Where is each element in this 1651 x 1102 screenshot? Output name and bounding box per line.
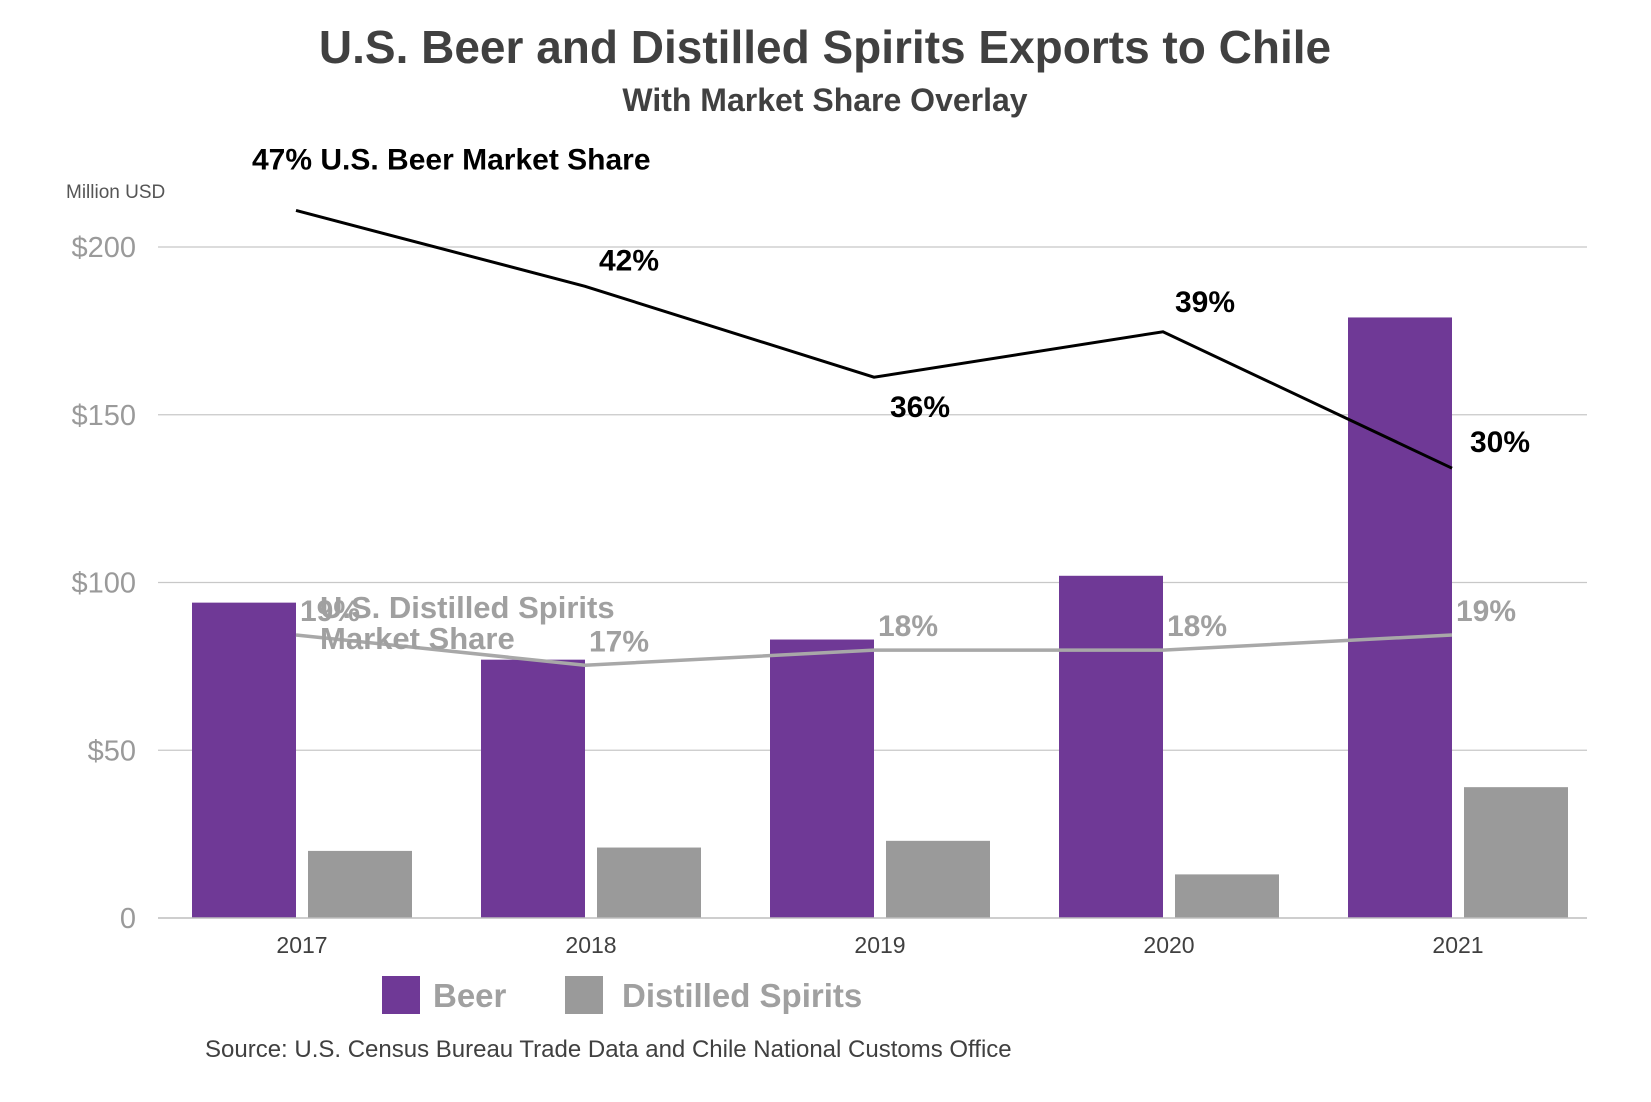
x-tick-label: 2021: [1432, 932, 1483, 958]
beer-share-label: 36%: [890, 391, 950, 424]
bar-distilled-spirits: [597, 847, 701, 918]
bar-beer: [481, 659, 585, 918]
x-tick-label: 2017: [276, 932, 327, 958]
bar-distilled-spirits: [308, 850, 412, 918]
spirits-share-label: 19%: [300, 595, 360, 628]
bar-beer: [1348, 317, 1452, 919]
beer-share-label: 30%: [1470, 426, 1530, 459]
spirits-share-series-name: U.S. Distilled Spirits: [320, 590, 615, 625]
beer-share-label: 47% U.S. Beer Market Share: [252, 143, 651, 176]
source-note: Source: U.S. Census Bureau Trade Data an…: [205, 1036, 1012, 1063]
y-tick-label: $50: [88, 735, 136, 767]
spirits-share-label: 18%: [878, 610, 938, 643]
y-axis-unit-label: Million USD: [66, 182, 165, 203]
y-tick-label: 0: [120, 903, 136, 935]
chart-subtitle: With Market Share Overlay: [622, 82, 1027, 118]
legend-swatch-beer: [382, 976, 420, 1014]
market-share-lines: 47% U.S. Beer Market Share 42% 36% 39% 30% 19…: [252, 143, 1530, 668]
x-axis-ticks: 2017 2018 2019 2020 2021: [276, 932, 1483, 958]
bars: [192, 317, 1568, 919]
bar-distilled-spirits: [1464, 787, 1568, 918]
legend-label-beer: Beer: [433, 977, 507, 1014]
chart-title: U.S. Beer and Distilled Spirits Exports …: [319, 21, 1331, 73]
beer-share-label: 39%: [1175, 286, 1235, 319]
legend-label-distilled-spirits: Distilled Spirits: [622, 977, 862, 1014]
y-tick-label: $200: [71, 232, 136, 264]
bar-beer: [770, 639, 874, 918]
spirits-market-share-line: [295, 633, 1453, 668]
bar-beer: [1059, 575, 1163, 918]
beer-share-label: 42%: [599, 244, 659, 277]
spirits-share-label: 19%: [1456, 595, 1516, 628]
y-axis-ticks: 0 $50 $100 $150 $200: [71, 232, 136, 935]
spirits-share-label: 17%: [589, 625, 649, 658]
x-tick-label: 2019: [854, 932, 905, 958]
y-tick-label: $150: [71, 400, 136, 432]
bar-distilled-spirits: [1175, 874, 1279, 918]
legend: Beer Distilled Spirits: [382, 976, 862, 1014]
x-tick-label: 2020: [1143, 932, 1194, 958]
legend-swatch-distilled-spirits: [565, 976, 603, 1014]
spirits-share-series-name: Market Share: [320, 621, 515, 656]
bar-distilled-spirits: [886, 840, 990, 918]
y-tick-label: $100: [71, 568, 136, 600]
spirits-share-label: 18%: [1167, 610, 1227, 643]
bar-beer: [192, 602, 296, 918]
beer-market-share-line: [295, 209, 1453, 470]
x-tick-label: 2018: [565, 932, 616, 958]
